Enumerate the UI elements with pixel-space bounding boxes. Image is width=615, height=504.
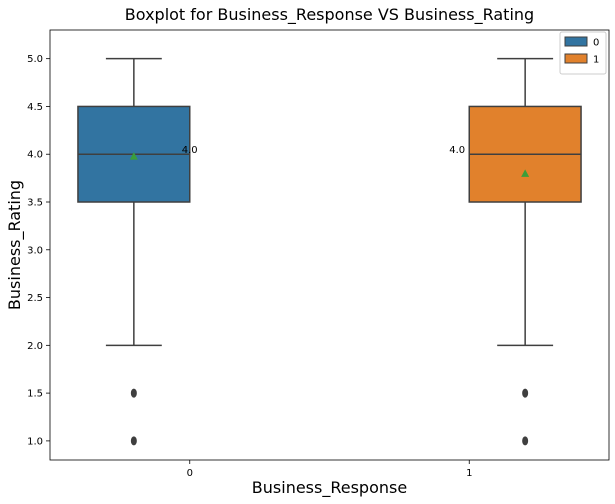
y-tick-label: 5.0 <box>27 54 43 65</box>
x-axis-label: Business_Response <box>252 478 407 498</box>
y-tick-label: 4.5 <box>27 102 43 113</box>
chart-title: Boxplot for Business_Response VS Busines… <box>125 5 534 25</box>
legend: 01 <box>559 31 607 75</box>
outlier-point <box>522 436 529 446</box>
box-group-0: 4.0 <box>77 57 198 446</box>
y-axis-label: Business_Rating <box>5 180 25 310</box>
y-tick-label: 2.0 <box>27 341 43 352</box>
legend-label-0: 0 <box>593 38 599 49</box>
mean-marker <box>129 152 138 160</box>
outlier-point <box>522 388 529 398</box>
plot-frame <box>49 29 610 461</box>
x-tick-label: 1 <box>466 468 472 479</box>
outlier-point <box>130 388 137 398</box>
mean-marker <box>521 169 530 177</box>
y-axis-ticks: 1.0 1.5 2.0 2.5 3.0 3.5 4.0 4.5 5.0 <box>27 54 50 447</box>
y-tick-label: 2.5 <box>27 293 43 304</box>
outlier-point <box>130 436 137 446</box>
x-tick-label: 0 <box>187 468 193 479</box>
median-value-label: 4.0 <box>182 145 198 156</box>
y-tick-label: 1.0 <box>27 436 43 447</box>
legend-swatch-1 <box>564 53 588 64</box>
y-tick-label: 3.0 <box>27 245 43 256</box>
legend-swatch-0 <box>564 36 588 47</box>
legend-label-1: 1 <box>593 55 599 66</box>
y-tick-label: 1.5 <box>27 389 43 400</box>
y-tick-label: 4.0 <box>27 150 43 161</box>
box-series: 4.0 4.0 <box>77 57 582 446</box>
median-value-label: 4.0 <box>449 145 465 156</box>
y-tick-label: 3.5 <box>27 198 43 209</box>
box-group-1: 4.0 <box>449 57 582 446</box>
